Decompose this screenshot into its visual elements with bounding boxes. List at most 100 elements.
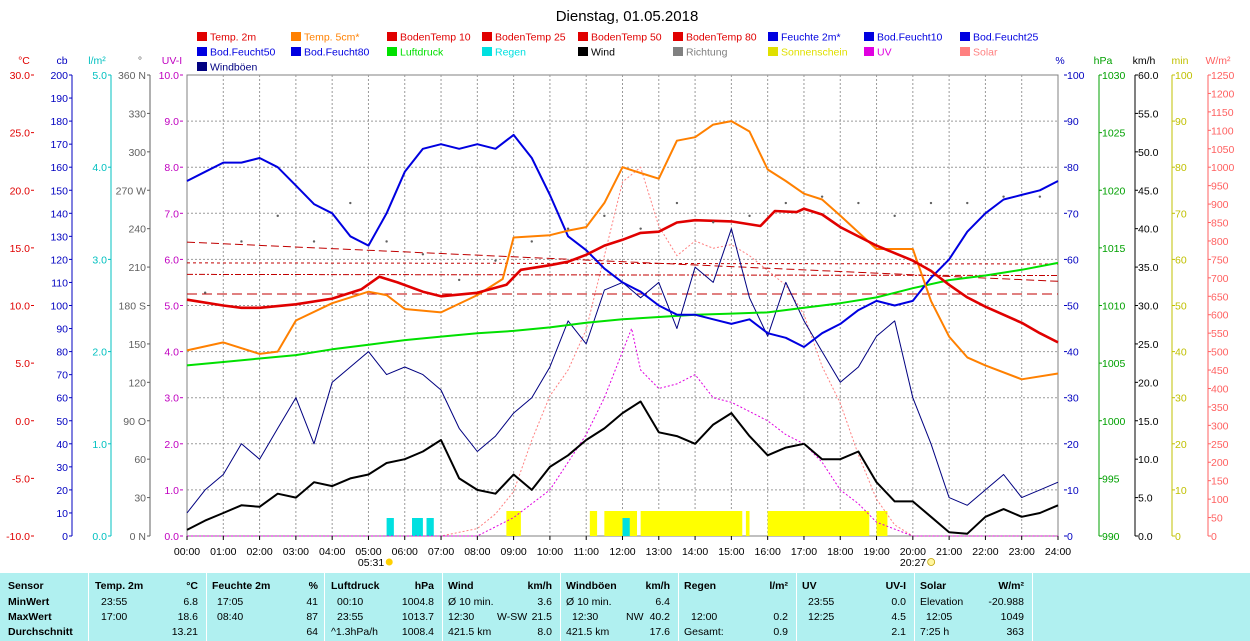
direction-point: [675, 201, 679, 205]
legend-swatch: [482, 47, 492, 56]
sunshine-bar: [767, 511, 870, 536]
y-axes: °C 30.0 25.0 20.0 15.0 10.0 5.0 0.0 -5.0 -10.0 cb 2…: [6, 55, 1234, 543]
axis-tick-label: 1250: [1211, 70, 1235, 82]
legend-label: UV: [877, 47, 892, 59]
axis-tick-label: 50: [1175, 301, 1187, 313]
series-line-bodentemp-25: [186, 262, 1059, 265]
direction-point: [893, 214, 896, 218]
stats-humidity-unit: %: [308, 580, 318, 592]
series-line-temp-5cm: [186, 120, 1059, 381]
legend-swatch: [482, 32, 492, 41]
stats-wind-avg: 8.0: [537, 626, 552, 638]
stats-pressure-max: 1013.7: [401, 611, 434, 623]
legend-label: BodenTemp 50: [591, 32, 662, 44]
rain-bar: [426, 518, 434, 536]
stats-rain-max: 0.2: [773, 611, 788, 623]
axis-tick-label: 35.0: [1138, 262, 1159, 274]
axis-tick-label: 0: [62, 531, 68, 543]
stats-temp-title: Temp. 2m: [95, 580, 144, 592]
x-tick-label: 23:00: [1009, 546, 1035, 558]
axis-tick-label: 950: [1211, 181, 1229, 193]
stats-wind-unit: km/h: [527, 580, 552, 592]
stats-gusts-min: 6.4: [655, 596, 670, 608]
axis-tick-label: 270 W: [116, 185, 146, 197]
axis-tick-label: 50: [1067, 301, 1079, 313]
axis-tick-label: 3.0: [164, 393, 179, 405]
stats-solar-avg: 363: [1006, 626, 1024, 638]
stats-solar-block: Solar W/m² Elevation -20.988 12:05 1049 …: [914, 573, 1032, 641]
axis-tick-label: 55.0: [1138, 108, 1159, 120]
legend-swatch: [864, 47, 874, 56]
legend-swatch: [960, 32, 970, 41]
axis-tick-label: 150: [1211, 476, 1229, 488]
axis-tick-label: 10: [56, 508, 68, 520]
series-line-bodentemp-50: [186, 273, 1059, 276]
axis-tick-label: 400: [1211, 383, 1229, 395]
stats-uv-block: UV UV-I 23:55 0.0 12:25 4.5 2.1: [796, 573, 914, 641]
stats-humidity-max: 87: [306, 611, 318, 623]
axis-tick-label: 100: [1211, 494, 1229, 506]
axis-tick-label: 1200: [1211, 88, 1235, 100]
x-tick-label: 21:00: [936, 546, 962, 558]
axis-unit-label: min: [1172, 55, 1189, 67]
stats-wind-distance: 421.5 km: [448, 626, 492, 638]
legend-label: Solar: [973, 47, 998, 59]
legend-label: Feuchte 2m*: [781, 32, 841, 44]
axis-tick-label: 5.0: [164, 301, 179, 313]
stats-gusts-min-label: Ø 10 min.: [566, 596, 612, 608]
axis-tick-label: 90: [1175, 116, 1187, 128]
axis-tick-label: 10.0: [10, 301, 31, 313]
legend-label: Windböen: [210, 62, 257, 74]
rain-bar: [386, 518, 394, 536]
stats-wind-min: 3.6: [537, 596, 552, 608]
sunrise-icon: [385, 558, 393, 566]
stats-wind-max-time: 12:30: [448, 611, 475, 623]
direction-point: [966, 201, 969, 205]
x-tick-label: 19:00: [863, 546, 889, 558]
stats-pressure-min-time: 00:10: [337, 596, 364, 608]
axis-unit-label: cb: [56, 55, 67, 67]
axis-tick-label: 2.0: [92, 347, 107, 359]
axis-tick-label: 5.0: [92, 70, 107, 82]
axis-tick-label: 5.0: [1138, 493, 1153, 505]
x-tick-label: 09:00: [500, 546, 526, 558]
stats-wind-title: Wind: [448, 580, 474, 592]
stats-solar-duration: 7:25 h: [920, 626, 950, 638]
axis-tick-label: 1030: [1102, 70, 1126, 82]
axis-tick-label: 330: [128, 108, 146, 120]
axis-tick-label: 5.0: [15, 358, 30, 370]
axis-tick-label: 0.0: [1138, 531, 1153, 543]
stats-pressure-max-time: 23:55: [337, 611, 364, 623]
axis-tick-label: 10.0: [1138, 454, 1159, 466]
x-tick-label: 20:00: [900, 546, 926, 558]
stats-gusts-unit: km/h: [645, 580, 670, 592]
x-tick-label: 12:00: [609, 546, 635, 558]
axis-tick-label: 50: [1211, 513, 1223, 525]
axis-tick-label: 60: [1067, 254, 1079, 266]
stats-uv-min-time: 23:55: [808, 596, 835, 608]
axis-tick-label: 90 O: [123, 416, 146, 428]
axis-tick-label: 450: [1211, 365, 1229, 377]
stats-sensor-block: Sensor MinWert MaxWert Durchschnitt: [0, 573, 88, 641]
axis-tick-label: 100: [1175, 70, 1193, 82]
axis-unit-label: °C: [18, 55, 30, 67]
direction-point: [639, 227, 642, 230]
axis-tick-label: 40: [1175, 347, 1187, 359]
axis-tick-label: 30: [1175, 393, 1187, 405]
legend-swatch: [291, 47, 301, 56]
legend-label: Temp. 2m: [210, 32, 256, 44]
direction-point: [1038, 195, 1042, 198]
axis-tick-label: 1.0: [164, 485, 179, 497]
stats-humidity-title: Feuchte 2m: [212, 580, 271, 592]
stats-uv-max-time: 12:25: [808, 611, 835, 623]
rain-bar: [622, 518, 630, 536]
x-tick-label: 02:00: [246, 546, 272, 558]
direction-point: [530, 240, 533, 243]
axis-tick-label: 40: [1067, 347, 1079, 359]
axis-tick-label: 110: [51, 277, 68, 289]
axis-tick-label: 90: [1067, 116, 1079, 128]
statistics-panel: Sensor MinWert MaxWert Durchschnitt Temp…: [0, 573, 1250, 641]
legend-label: Bod.Feucht50: [210, 47, 276, 59]
chart-title: Dienstag, 01.05.2018: [556, 8, 699, 25]
axis-tick-label: 1050: [1211, 144, 1235, 156]
